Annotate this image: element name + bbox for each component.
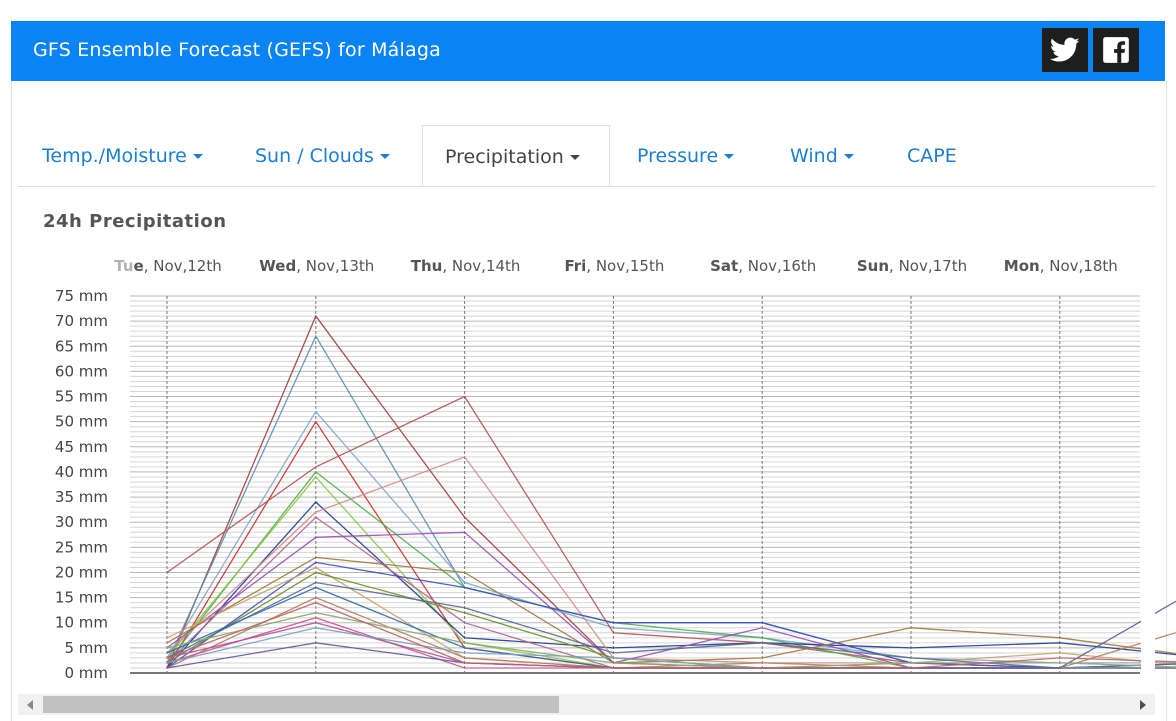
series-line: [166, 561, 1176, 669]
tab-precipitation[interactable]: Precipitation: [422, 125, 610, 186]
day-label: Sun, Nov,17th: [857, 257, 967, 275]
day-label: Fri, Nov,15th: [564, 257, 664, 275]
y-tick-label: 65 mm: [55, 337, 108, 355]
y-tick-label: 0 mm: [64, 664, 108, 682]
scrollbar-thumb[interactable]: [43, 696, 559, 713]
app-header: GFS Ensemble Forecast (GEFS) for Málaga: [11, 21, 1165, 81]
day-label-weekday: Sun: [857, 257, 889, 275]
tab-label: CAPE: [907, 145, 957, 167]
day-label: Wed, Nov,13th: [259, 257, 374, 275]
scroll-right-icon[interactable]: [1140, 700, 1146, 710]
tab-label: Wind: [790, 145, 838, 167]
day-label-date: , Nov,14th: [442, 257, 520, 275]
y-tick-label: 70 mm: [55, 312, 108, 330]
day-label-date: , Nov,13th: [296, 257, 374, 275]
caret-down-icon: [192, 154, 203, 159]
right-clip: [1141, 250, 1155, 680]
tab-pressure[interactable]: Pressure: [637, 125, 735, 187]
series-line: [166, 410, 1176, 664]
y-tick-label: 50 mm: [55, 413, 108, 431]
section-title: 24h Precipitation: [43, 211, 227, 232]
series-line: [166, 556, 1176, 664]
grid: [130, 295, 1140, 674]
tab-wind[interactable]: Wind: [790, 125, 854, 187]
tab-divider: [18, 186, 1155, 187]
y-tick-label: 75 mm: [55, 287, 108, 305]
tab-label: Precipitation: [445, 146, 564, 168]
series-line: [166, 470, 1176, 669]
day-label: Sat, Nov,16th: [710, 257, 816, 275]
y-tick-label: 55 mm: [55, 388, 108, 406]
tab-bar: Temp./Moisture Sun / Clouds Precipitatio…: [18, 125, 1155, 187]
caret-down-icon: [379, 154, 390, 159]
day-label-weekday: Sat: [710, 257, 738, 275]
twitter-share-button[interactable]: [1042, 28, 1088, 72]
content-panel: [11, 81, 1167, 721]
y-tick-label: 5 mm: [64, 639, 108, 657]
day-label-weekday: Thu: [411, 257, 443, 275]
day-label: Mon, Nov,18th: [1004, 257, 1118, 275]
y-tick-label: 25 mm: [55, 538, 108, 556]
horizontal-scrollbar[interactable]: [18, 694, 1155, 715]
facebook-icon: [1103, 37, 1129, 63]
day-label-date: , Nov,16th: [738, 257, 816, 275]
day-label-date: , Nov,12th: [144, 257, 222, 275]
scroll-left-icon[interactable]: [27, 700, 33, 710]
tab-label: Sun / Clouds: [255, 145, 374, 167]
page-title: GFS Ensemble Forecast (GEFS) for Málaga: [33, 39, 441, 61]
day-label-date: , Nov,17th: [889, 257, 967, 275]
tab-label: Temp./Moisture: [42, 145, 187, 167]
caret-down-icon: [843, 154, 854, 159]
caret-down-icon: [724, 154, 735, 159]
label-fade: [108, 254, 134, 276]
y-tick-label: 15 mm: [55, 589, 108, 607]
day-label-date: , Nov,18th: [1040, 257, 1118, 275]
y-tick-label: 60 mm: [55, 362, 108, 380]
tab-cape[interactable]: CAPE: [907, 125, 957, 187]
series-line: [166, 601, 1176, 669]
day-label: Thu, Nov,14th: [411, 257, 521, 275]
y-tick-label: 40 mm: [55, 463, 108, 481]
y-tick-label: 30 mm: [55, 513, 108, 531]
series-line: [166, 581, 1176, 669]
caret-down-icon: [569, 155, 580, 160]
day-label-weekday: Mon: [1004, 257, 1040, 275]
y-tick-label: 10 mm: [55, 614, 108, 632]
tab-label: Pressure: [637, 145, 719, 167]
series-line: [166, 571, 1176, 669]
day-label-date: , Nov,15th: [586, 257, 664, 275]
series-line: [166, 612, 1176, 669]
day-label-weekday: Fri: [564, 257, 586, 275]
y-tick-label: 45 mm: [55, 438, 108, 456]
tab-sun-clouds[interactable]: Sun / Clouds: [255, 125, 390, 187]
facebook-share-button[interactable]: [1093, 28, 1139, 72]
y-tick-label: 20 mm: [55, 563, 108, 581]
tab-temp-moisture[interactable]: Temp./Moisture: [42, 125, 203, 187]
day-label-weekday: Wed: [259, 257, 296, 275]
y-tick-label: 35 mm: [55, 488, 108, 506]
twitter-icon: [1050, 37, 1080, 62]
